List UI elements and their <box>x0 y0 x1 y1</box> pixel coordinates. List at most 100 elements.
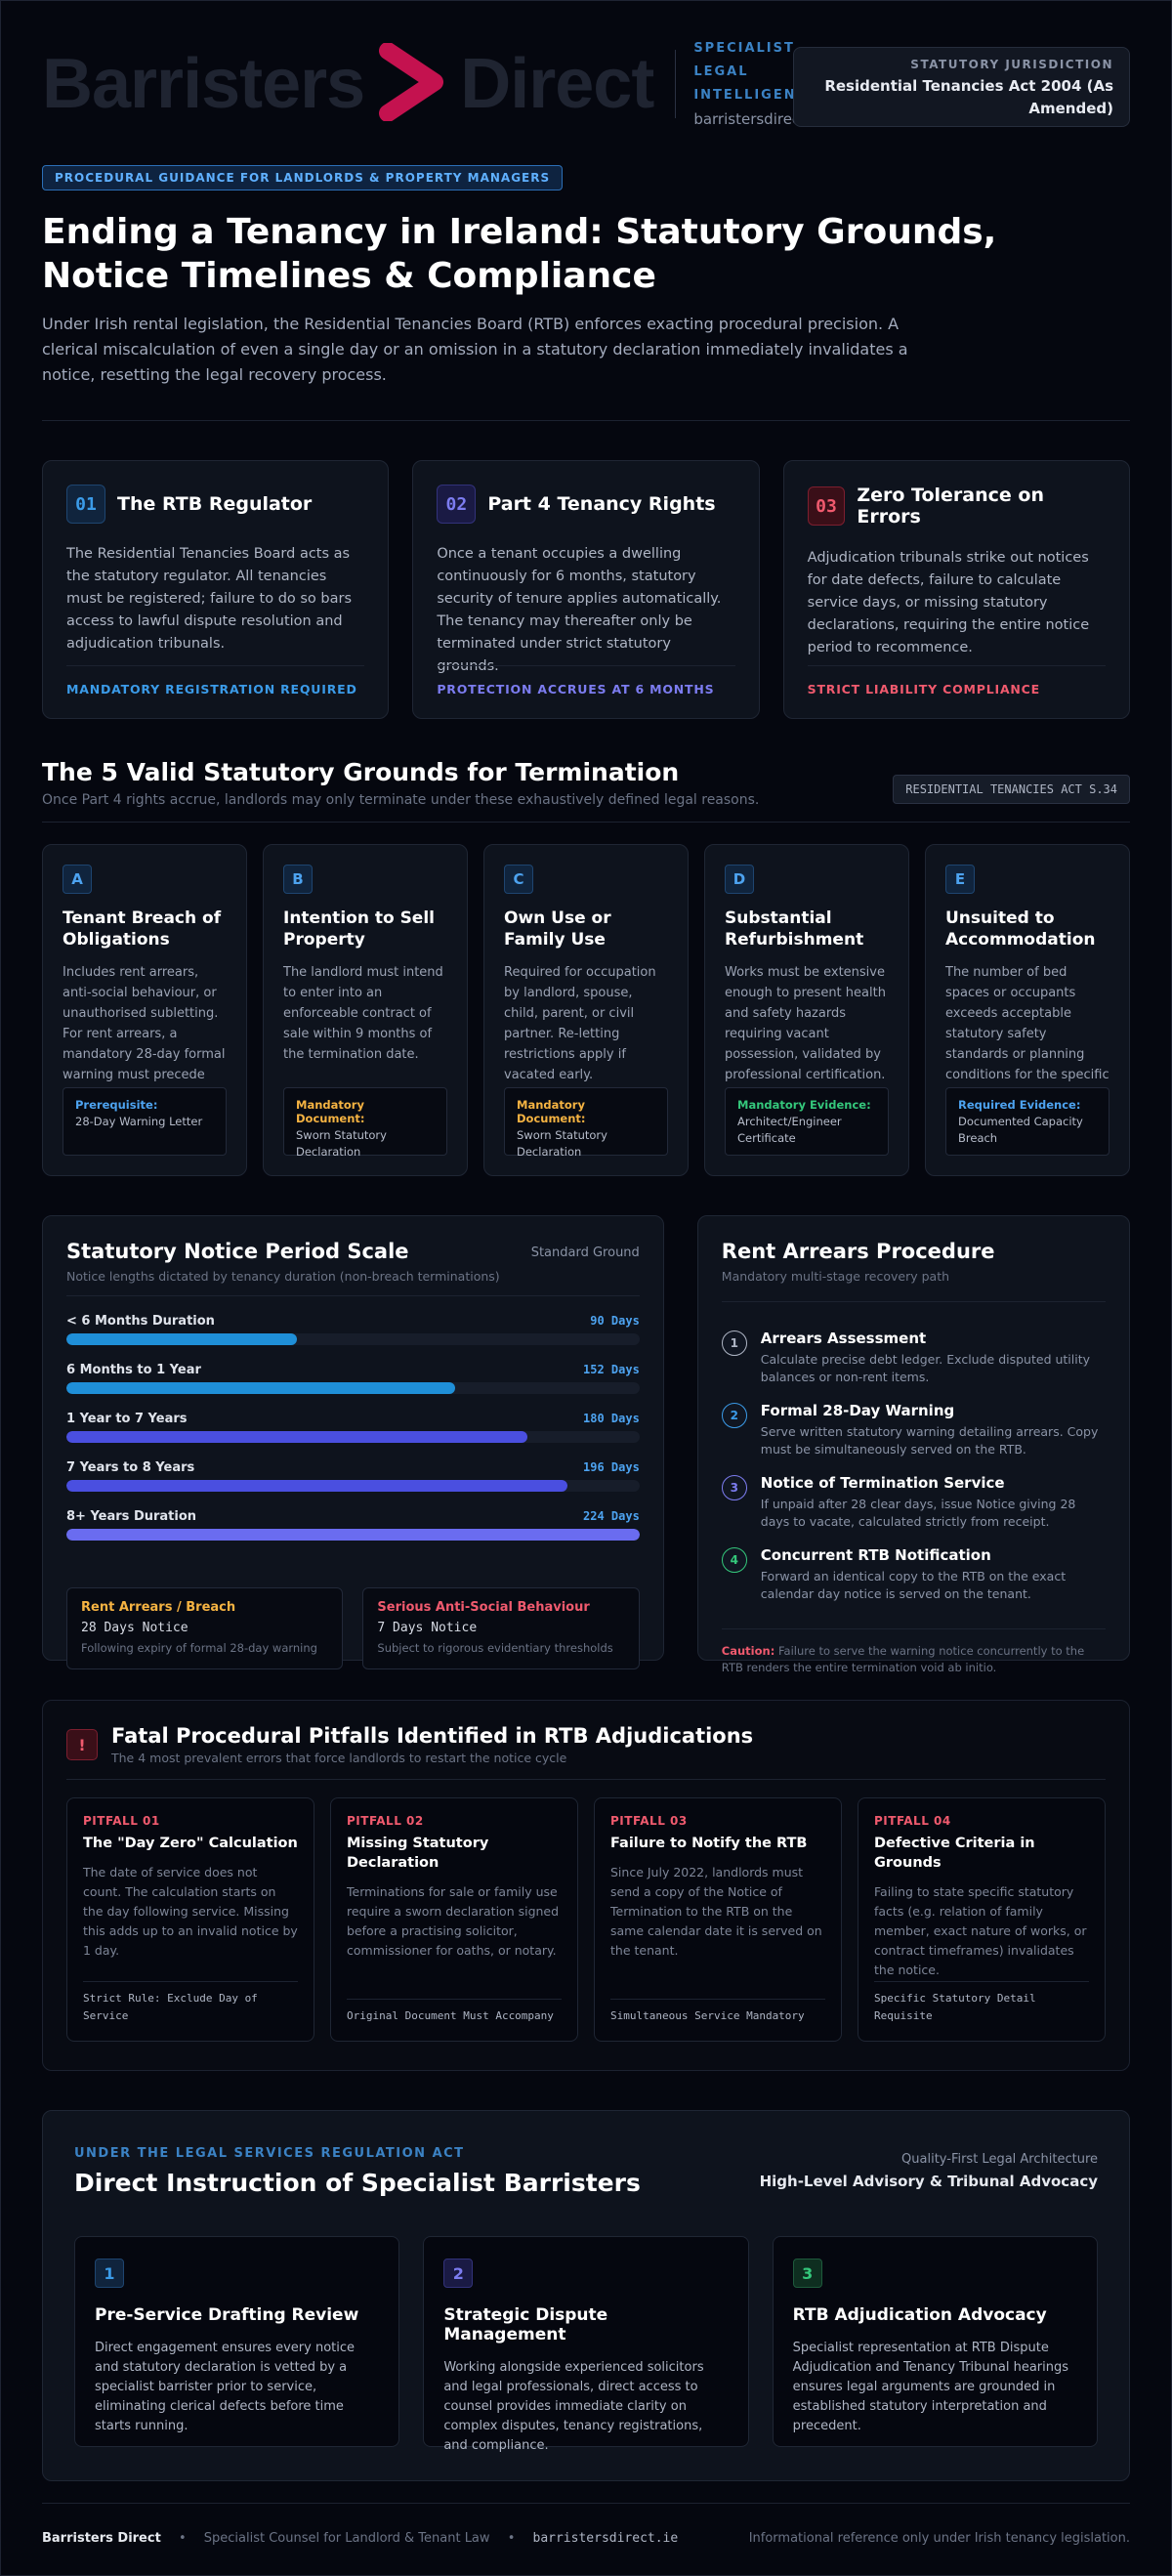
ground-body: Required for occupation by landlord, spo… <box>504 965 656 1082</box>
notice-bar-row: 1 Year to 7 Years 180 Days <box>66 1412 640 1443</box>
ground-card-d: D Substantial Refurbishment Works must b… <box>704 844 909 1176</box>
pitfall-tag: PITFALL 01 <box>83 1814 160 1828</box>
short-notice-cards: Rent Arrears / Breach 28 Days Notice Fol… <box>66 1587 640 1669</box>
notice-bar-days: 224 Days <box>583 1509 640 1523</box>
logo[interactable]: Barristers Direct <box>42 35 654 133</box>
jurisdiction-label: STATUTORY JURISDICTION <box>910 58 1113 71</box>
step-body: Forward an identical copy to the RTB on … <box>760 1569 1067 1601</box>
notice-bar-track <box>66 1431 640 1443</box>
ground-letter-badge: C <box>504 865 533 894</box>
ground-requirement: Mandatory Document: Sworn Statutory Decl… <box>504 1087 668 1159</box>
jurisdiction-box: STATUTORY JURISDICTION Residential Tenan… <box>793 47 1130 127</box>
pillar-body: Once a tenant occupies a dwelling contin… <box>437 546 722 674</box>
ground-body: The number of bed spaces or occupants ex… <box>945 965 1109 1103</box>
instruction-card-body: Specialist representation at RTB Dispute… <box>792 2341 1069 2433</box>
footer-disclaimer: Informational reference only under Irish… <box>748 2531 1130 2546</box>
requirement-label: Mandatory Document: <box>517 1098 586 1125</box>
ground-title: Tenant Breach of Obligations <box>63 908 222 950</box>
pillar-number-badge: 03 <box>807 486 846 526</box>
pitfall-title: The "Day Zero" Calculation <box>83 1836 298 1851</box>
instruction-card-body: Direct engagement ensures every notice a… <box>95 2341 356 2433</box>
ground-title: Intention to Sell Property <box>283 908 435 950</box>
pillar-number-badge: 02 <box>437 485 477 524</box>
caution-note: Caution: Failure to serve the warning no… <box>721 1628 1106 1676</box>
grounds-subtitle: Once Part 4 rights accrue, landlords may… <box>42 792 760 808</box>
instruction-cards: 1 Pre-Service Drafting Review Direct eng… <box>74 2236 1098 2453</box>
pitfall-title: Missing Statutory Declaration <box>347 1836 489 1871</box>
jurisdiction-value: Residential Tenancies Act 2004 (As Amend… <box>824 77 1113 117</box>
short-notice-note: Following expiry of formal 28-day warnin… <box>81 1641 317 1655</box>
arrears-title: Rent Arrears Procedure <box>721 1240 995 1263</box>
notice-bar-row: 6 Months to 1 Year 152 Days <box>66 1363 640 1394</box>
page-title: Ending a Tenancy in Ireland: Statutory G… <box>42 212 997 296</box>
step-number: 2 <box>721 1403 747 1428</box>
step-title: Formal 28-Day Warning <box>760 1402 955 1419</box>
pitfall-tag: PITFALL 02 <box>347 1814 424 1828</box>
warning-icon: ! <box>66 1729 98 1760</box>
short-notice-card-arrears: Rent Arrears / Breach 28 Days Notice Fol… <box>66 1587 344 1669</box>
step-number: 3 <box>721 1475 747 1500</box>
instruction-title: Direct Instruction of Specialist Barrist… <box>74 2169 641 2197</box>
pillar-footer: MANDATORY REGISTRATION REQUIRED <box>66 665 365 697</box>
logo-chevron-icon <box>378 42 446 125</box>
ground-letter-badge: D <box>725 865 754 894</box>
header: Barristers Direct SPECIALIST LEGAL INTEL… <box>42 1 1130 167</box>
audience-pill: PROCEDURAL GUIDANCE FOR LANDLORDS & PROP… <box>42 165 564 190</box>
pitfall-body: The date of service does not count. The … <box>83 1865 298 1958</box>
pillar-footer: STRICT LIABILITY COMPLIANCE <box>807 665 1106 697</box>
notice-bar-fill <box>66 1382 456 1394</box>
instruction-number-badge: 3 <box>792 2259 822 2288</box>
ground-card-c: C Own Use or Family Use Required for occ… <box>483 844 689 1176</box>
step-number: 1 <box>721 1330 747 1356</box>
notice-title: Statutory Notice Period Scale <box>66 1240 409 1263</box>
pitfall-cards: PITFALL 01 The "Day Zero" Calculation Th… <box>66 1797 1106 2042</box>
ground-requirement: Mandatory Document: Sworn Statutory Decl… <box>283 1087 447 1159</box>
instruction-tagline: Quality-First Legal Architecture <box>901 2152 1098 2167</box>
pitfall-tag: PITFALL 04 <box>874 1814 951 1828</box>
footer: Barristers Direct • Specialist Counsel f… <box>42 2503 1130 2546</box>
ground-letter-badge: A <box>63 865 92 894</box>
notice-bar-label: 7 Years to 8 Years <box>66 1460 195 1475</box>
notice-bar-track <box>66 1382 640 1394</box>
tagline-line-2: LEGAL <box>693 64 749 79</box>
notice-bar-fill <box>66 1529 640 1541</box>
notice-and-arrears: Statutory Notice Period Scale Notice len… <box>42 1215 1130 1674</box>
pitfalls-section: ! Fatal Procedural Pitfalls Identified i… <box>42 1700 1130 2071</box>
requirement-value: 28-Day Warning Letter <box>75 1115 203 1128</box>
notice-bar-label: < 6 Months Duration <box>66 1314 215 1329</box>
tagline-line-1: SPECIALIST <box>693 41 795 56</box>
pillar-card-rtb-regulator: 01 The RTB Regulator The Residential Ten… <box>42 460 390 719</box>
footer-description: Specialist Counsel for Landlord & Tenant… <box>203 2531 490 2546</box>
requirement-label: Mandatory Evidence: <box>737 1098 871 1112</box>
step-title: Arrears Assessment <box>760 1330 927 1347</box>
pitfalls-subtitle: The 4 most prevalent errors that force l… <box>111 1751 567 1765</box>
notice-subtitle: Notice lengths dictated by tenancy durat… <box>66 1269 500 1284</box>
pillar-card-zero-tolerance: 03 Zero Tolerance on Errors Adjudication… <box>782 460 1130 719</box>
ground-body: Includes rent arrears, anti-social behav… <box>63 965 226 1103</box>
short-notice-heading: Rent Arrears / Breach <box>81 1600 236 1615</box>
caution-text: Failure to serve the warning notice conc… <box>721 1644 1085 1674</box>
pitfall-card: PITFALL 02 Missing Statutory Declaration… <box>330 1797 578 2042</box>
notice-bar-fill <box>66 1431 527 1443</box>
header-url-link[interactable]: barristersdirect.ie <box>693 110 824 128</box>
arrears-step: 1 Arrears Assessment Calculate precise d… <box>721 1330 1106 1386</box>
notice-period-panel: Statutory Notice Period Scale Notice len… <box>42 1215 664 1669</box>
grounds-header: The 5 Valid Statutory Grounds for Termin… <box>42 758 1130 808</box>
pillar-footer: PROTECTION ACCRUES AT 6 MONTHS <box>437 665 735 697</box>
ground-body: Works must be extensive enough to presen… <box>725 965 886 1082</box>
ground-title: Own Use or Family Use <box>504 908 611 950</box>
notice-bar-track <box>66 1333 640 1345</box>
footer-url-link[interactable]: barristersdirect.ie <box>532 2531 679 2546</box>
requirement-value: Sworn Statutory Declaration <box>296 1128 387 1159</box>
ground-card-e: E Unsuited to Accommodation The number o… <box>925 844 1130 1176</box>
pillar-body: Adjudication tribunals strike out notice… <box>807 550 1090 655</box>
requirement-label: Required Evidence: <box>958 1098 1081 1112</box>
caution-label: Caution: <box>721 1644 775 1658</box>
notice-bar-track <box>66 1480 640 1492</box>
statute-tag: RESIDENTIAL TENANCIES ACT S.34 <box>893 775 1130 804</box>
pillar-card-part4-rights: 02 Part 4 Tenancy Rights Once a tenant o… <box>412 460 760 719</box>
notice-bar-track <box>66 1529 640 1541</box>
short-notice-card-antisocial: Serious Anti-Social Behaviour 7 Days Not… <box>362 1587 640 1669</box>
instruction-card: 3 RTB Adjudication Advocacy Specialist r… <box>772 2236 1098 2447</box>
pitfall-card: PITFALL 01 The "Day Zero" Calculation Th… <box>66 1797 314 2042</box>
